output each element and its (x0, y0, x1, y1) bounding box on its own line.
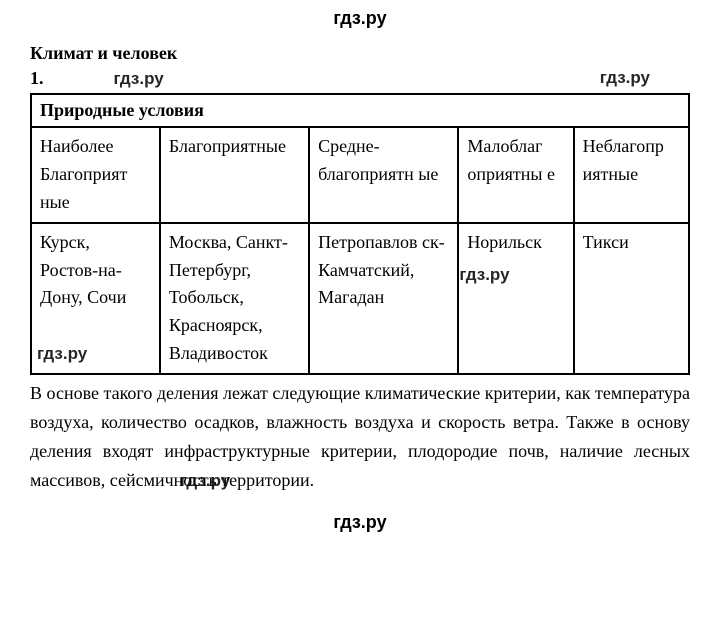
cell-4-text: Норильск (467, 232, 542, 252)
header-watermark: гдз.ру (30, 0, 690, 43)
cell-2: Москва, Санкт-Петербург, Тобольск, Красн… (160, 223, 309, 374)
col-header-4: Малоблаг оприятны е (458, 127, 573, 223)
question-number: 1. (30, 68, 44, 89)
watermark-inline-1: гдз.ру (114, 69, 164, 89)
cell-1: Курск, Ростов-на-Дону, Сочи гдз.ру (31, 223, 160, 374)
col-header-2: Благоприятные (160, 127, 309, 223)
watermark-cell-1: гдз.ру (37, 341, 87, 367)
footer-watermark: гдз.ру (30, 494, 690, 533)
paragraph-text: В основе такого деления лежат следующие … (30, 383, 690, 489)
cell-3: Петропавлов ск-Камчатский, Магадан (309, 223, 458, 374)
cell-5: Тикси (574, 223, 689, 374)
section-title: Климат и человек (30, 43, 690, 64)
table-data-row: Курск, Ростов-на-Дону, Сочи гдз.ру Москв… (31, 223, 689, 374)
watermark-cell-4: гдз.ру (459, 262, 509, 288)
watermark-inline-2: гдз.ру (600, 68, 650, 88)
col-header-1: Наиболее Благоприят ные (31, 127, 160, 223)
col-header-3: Средне-благоприятн ые (309, 127, 458, 223)
table-columns-row: Наиболее Благоприят ные Благоприятные Ср… (31, 127, 689, 223)
explanation-paragraph: В основе такого деления лежат следующие … (30, 379, 690, 494)
conditions-table: Природные условия Наиболее Благоприят ны… (30, 93, 690, 375)
cell-1-text: Курск, Ростов-на-Дону, Сочи (40, 232, 126, 308)
table-header: Природные условия (31, 94, 689, 127)
cell-4: Норильск гдз.ру (458, 223, 573, 374)
table-header-row: Природные условия (31, 94, 689, 127)
col-header-5: Неблагопр иятные (574, 127, 689, 223)
question-row: 1. гдз.ру гдз.ру (30, 68, 690, 89)
